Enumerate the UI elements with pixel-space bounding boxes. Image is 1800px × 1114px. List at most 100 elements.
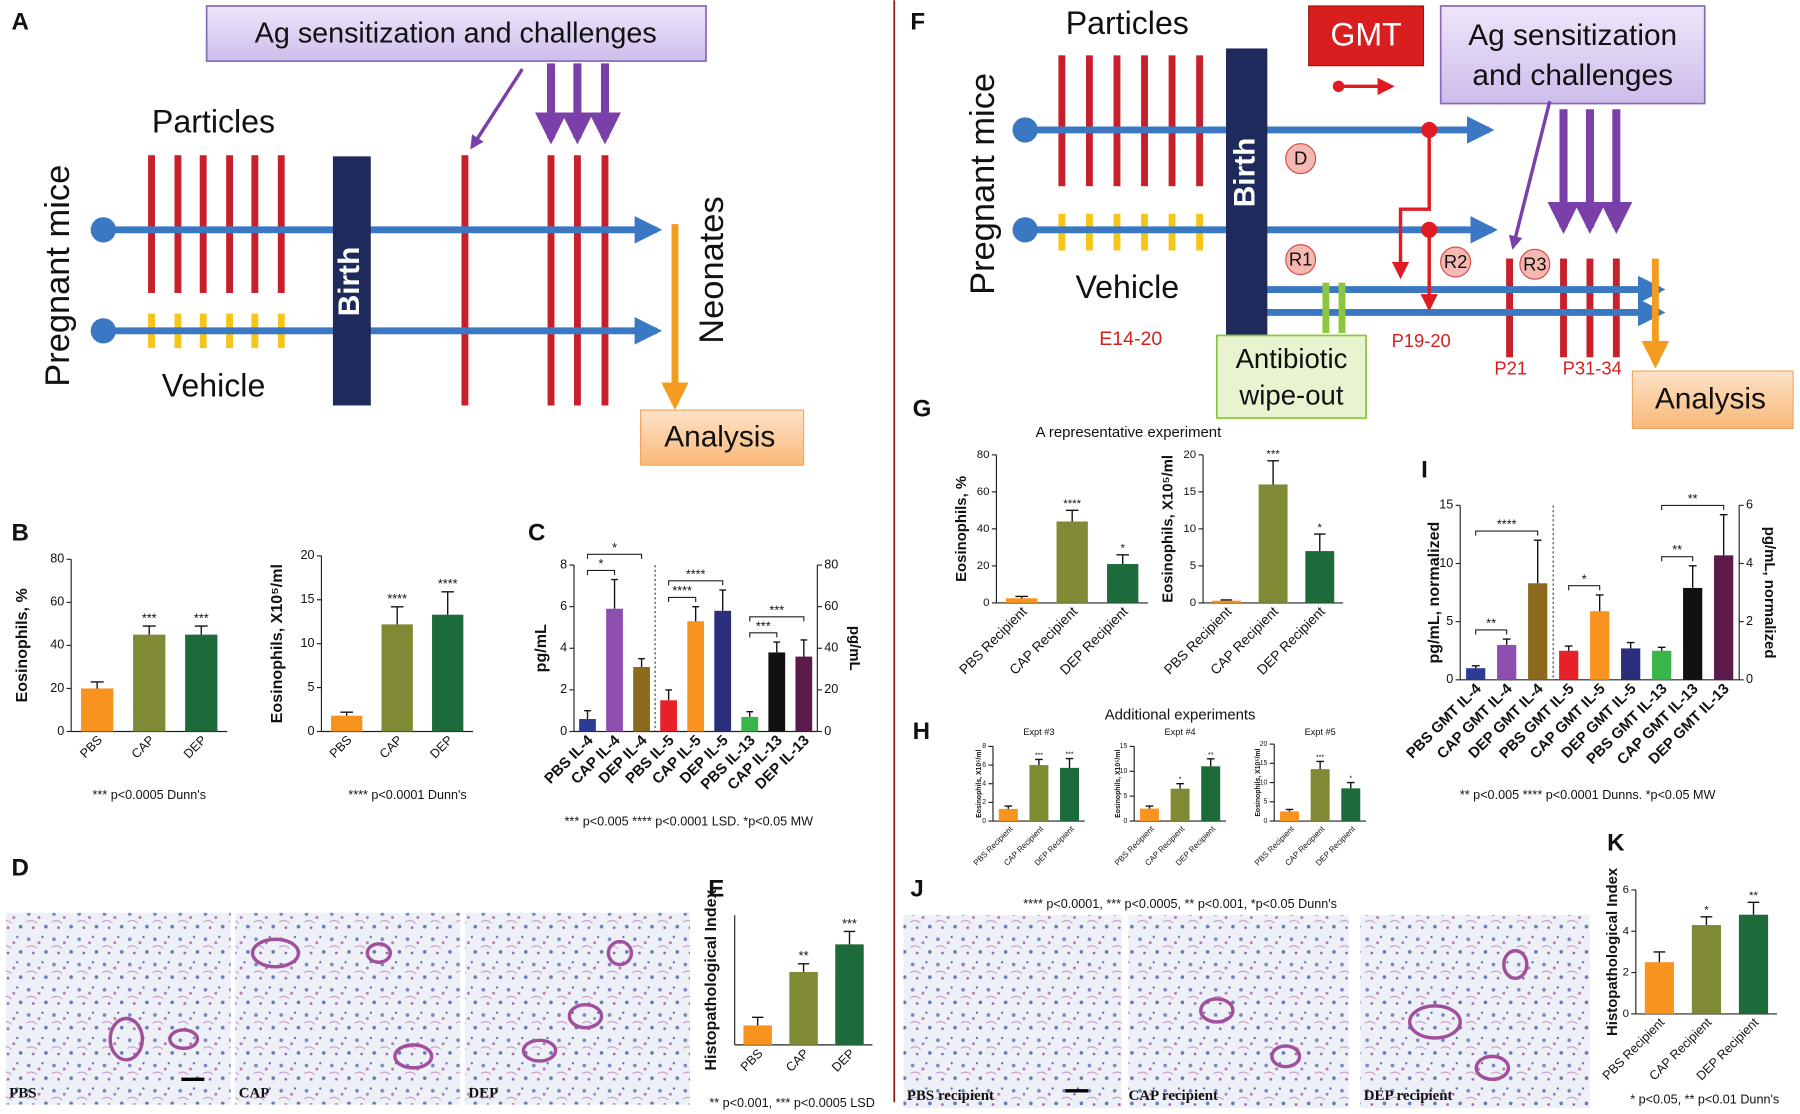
panel-letter: E [708,875,724,902]
y-tick-label: 10 [301,636,315,650]
x-tick-label: PBS [77,733,105,761]
y-tick-label: 20 [977,560,990,572]
bracket-label: * [612,541,617,555]
group-title: Additional experiments [1105,706,1256,723]
y-axis-label: Histopathological Index [702,889,720,1070]
y-tick-label: 15 [1260,760,1268,767]
x-tick-label: PBS [327,733,355,761]
y-tick-label: 5 [1190,560,1196,572]
error-bar [797,963,810,972]
node-label: R3 [1523,253,1546,274]
antibiotic-label: wipe-out [1238,380,1343,411]
node [1285,244,1317,276]
neonates-label: Neonates [693,196,731,343]
challenge-arrow [1509,100,1552,250]
bracket-label: **** [1497,518,1517,532]
ag-box [1439,5,1706,105]
y2-tick-label: 20 [824,682,838,696]
image-label: PBS [9,1086,36,1102]
error-bar [773,641,781,653]
vehicle-label: Vehicle [162,368,266,404]
error-bar [1206,758,1215,767]
significance-label: *** [142,611,157,625]
bar [1006,598,1038,603]
analysis-box [1631,370,1794,430]
antibiotic-bar [1338,282,1346,334]
error-bar [584,709,591,720]
particles-label: Particles [152,104,275,140]
bracket [1568,585,1601,591]
antibiotic-label: Antibiotic [1236,343,1348,374]
error-bar [1015,595,1028,599]
bar [133,634,166,732]
birth-label: Birth [1229,138,1262,208]
y-tick-label: 10 [1120,768,1128,775]
error-bar [90,681,104,689]
image-label: CAP recipient [1128,1088,1218,1104]
time-label: E14-20 [1099,328,1162,350]
error-bar [1176,783,1184,789]
bracket-label: ** [1672,543,1682,557]
y2-axis-label: pg/mL, normalized [1761,527,1778,659]
y-tick-label: 0 [1623,1008,1629,1020]
bar [660,700,678,732]
y2-tick-label: 40 [824,641,838,655]
bracket [1661,556,1694,562]
error-bar [1595,594,1604,612]
bar [795,656,813,732]
bar [1060,767,1080,822]
y-axis-label: Histopathological Index [1604,867,1621,1036]
bar [1258,484,1288,603]
bar [1714,555,1734,680]
chart: 0 5 10 15 20 PBS **** CAP **** DEP Eosinophils, X1… [268,548,473,802]
bracket [1475,629,1508,635]
footnote: **** p<0.0001 Dunn's [348,788,466,802]
bar [1652,650,1672,680]
error-bar [1065,509,1079,522]
transfer-dot [1421,221,1438,238]
error-bar [1502,638,1511,645]
y-tick-label: 0 [560,724,567,738]
nodes: D R1 R2 R3 [1285,143,1551,280]
significance-label: ** [799,949,809,963]
bracket-label: *** [756,619,771,633]
histology-image [5,912,231,1105]
error-bar [1313,533,1326,552]
x-tick-label: PBS [738,1046,766,1074]
bracket-label: ** [1486,617,1496,631]
bracket-label: **** [672,584,692,598]
y-tick-label: 4 [982,781,986,788]
y-tick-label: 10 [1439,556,1453,570]
image-label: PBS recipient [907,1088,994,1104]
y-tick-label: 10 [1183,523,1196,535]
y2-tick-label: 80 [824,557,838,571]
node-label: R1 [1289,249,1312,270]
error-bar [1471,665,1480,669]
y-tick-label: 8 [560,557,567,571]
panel-letter: D [11,855,28,882]
error-bar [719,589,727,611]
airways [108,937,634,1070]
bar [606,608,623,732]
y-tick-label: 0 [1190,597,1196,609]
y-tick-label: 0 [982,818,986,825]
significance-label: *** [194,611,209,625]
airways [1199,949,1529,1082]
image-label: CAP [239,1086,270,1102]
panel-letter: H [913,718,930,745]
footnote: ** p<0.005 **** p<0.0001 Dunns. *p<0.05 … [1460,788,1716,802]
y-tick-label: 0 [57,724,64,738]
transfer-path [1391,129,1431,280]
histology-image [903,915,1122,1109]
significance-label: * [1704,904,1709,916]
bar [81,688,114,732]
x-tick-label: CAP [783,1046,811,1074]
significance-label: *** [1065,752,1073,759]
bar [432,614,464,732]
bar [1280,811,1300,822]
error-bar [441,591,454,615]
